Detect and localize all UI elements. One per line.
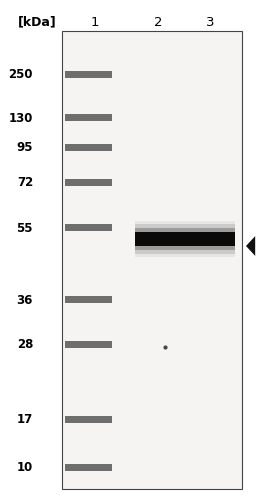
Text: 250: 250 bbox=[8, 68, 33, 81]
Bar bbox=[65, 144, 112, 151]
Bar bbox=[65, 296, 112, 303]
Bar bbox=[135, 225, 235, 254]
Bar bbox=[135, 221, 235, 258]
Text: 1: 1 bbox=[91, 16, 99, 29]
Text: 72: 72 bbox=[17, 176, 33, 189]
Bar bbox=[65, 416, 112, 423]
Text: 28: 28 bbox=[17, 338, 33, 351]
Text: 55: 55 bbox=[16, 221, 33, 234]
Bar bbox=[65, 71, 112, 78]
Text: 3: 3 bbox=[206, 16, 214, 29]
Text: 17: 17 bbox=[17, 413, 33, 426]
Text: 130: 130 bbox=[9, 111, 33, 124]
Polygon shape bbox=[246, 236, 255, 257]
Bar bbox=[62, 32, 242, 489]
Bar bbox=[65, 179, 112, 186]
Text: 36: 36 bbox=[17, 293, 33, 306]
Text: 95: 95 bbox=[16, 141, 33, 154]
Text: 10: 10 bbox=[17, 460, 33, 473]
Bar bbox=[135, 228, 235, 250]
Text: 2: 2 bbox=[154, 16, 162, 29]
Bar bbox=[135, 232, 235, 246]
Text: [kDa]: [kDa] bbox=[18, 16, 57, 29]
Bar bbox=[65, 463, 112, 470]
Bar bbox=[65, 114, 112, 121]
Bar bbox=[65, 224, 112, 231]
Bar bbox=[65, 341, 112, 348]
